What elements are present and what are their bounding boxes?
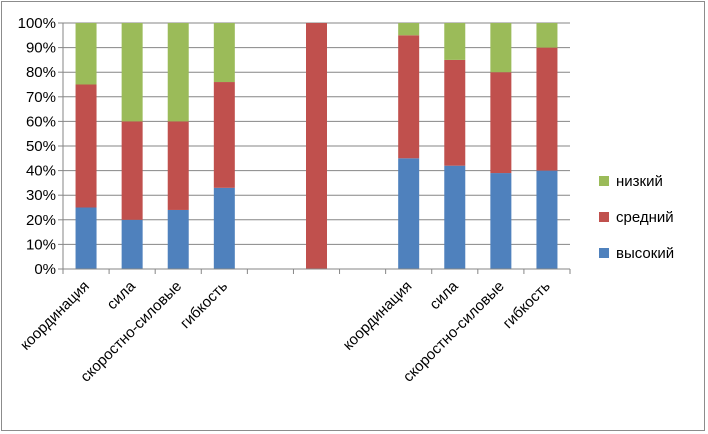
- legend-swatch: [599, 248, 609, 258]
- y-tick-label: 10%: [26, 236, 56, 253]
- bar-segment: [167, 23, 189, 122]
- x-tick-label: сила: [426, 277, 462, 313]
- legend: низкий средний высокий: [599, 173, 674, 262]
- y-tick-label: 0%: [34, 261, 56, 278]
- bar-segment: [398, 23, 420, 36]
- bar-segment: [75, 23, 97, 85]
- bar-segment: [75, 207, 97, 269]
- x-tick-label: координация: [340, 278, 416, 354]
- bar-segment: [444, 23, 466, 60]
- bar-segment: [167, 209, 189, 269]
- bar-segment: [490, 23, 512, 73]
- bar-segment: [121, 219, 143, 269]
- bar-segment: [75, 84, 97, 208]
- bar-segment: [490, 173, 512, 269]
- bar-segment: [213, 82, 235, 188]
- legend-label: низкий: [616, 173, 663, 190]
- bar-segment: [167, 121, 189, 210]
- legend-swatch: [599, 212, 609, 222]
- y-tick-label: 60%: [26, 113, 56, 130]
- y-tick-label: 90%: [26, 40, 56, 57]
- bar-segment: [444, 59, 466, 166]
- bar-segment: [398, 35, 420, 159]
- bar-segment: [536, 170, 558, 269]
- legend-swatch: [599, 176, 609, 186]
- bar-segment: [444, 165, 466, 269]
- x-tick-label: гибкость: [500, 278, 554, 332]
- y-tick-label: 100%: [18, 15, 56, 32]
- x-tick-label: гибкость: [177, 278, 231, 332]
- y-tick-label: 70%: [26, 89, 56, 106]
- bar-segment: [121, 121, 143, 220]
- y-tick-label: 30%: [26, 187, 56, 204]
- legend-label: средний: [616, 209, 674, 226]
- bar-segment: [213, 23, 235, 83]
- y-tick-label: 20%: [26, 212, 56, 229]
- bar-segment: [306, 23, 327, 269]
- y-tick-label: 80%: [26, 64, 56, 81]
- bar-segment: [398, 158, 420, 269]
- x-tick-labels: координация силаскоростно-силовыегибкость…: [17, 277, 554, 385]
- y-tick-label: 40%: [26, 163, 56, 180]
- bar-segment: [536, 47, 558, 171]
- y-tick-labels: 0% 10% 20% 30% 40% 50% 60% 70% 80% 90% 100%: [18, 15, 56, 278]
- bar-segment: [536, 23, 558, 48]
- legend-label: высокий: [616, 245, 674, 262]
- axes: [62, 23, 571, 274]
- x-tick-label: координация: [17, 278, 93, 354]
- bars: [75, 23, 558, 269]
- bar-segment: [490, 72, 512, 174]
- bar-segment: [213, 187, 235, 269]
- x-tick-label: сила: [104, 277, 140, 313]
- y-tick-label: 50%: [26, 138, 56, 155]
- bar-segment: [121, 23, 143, 122]
